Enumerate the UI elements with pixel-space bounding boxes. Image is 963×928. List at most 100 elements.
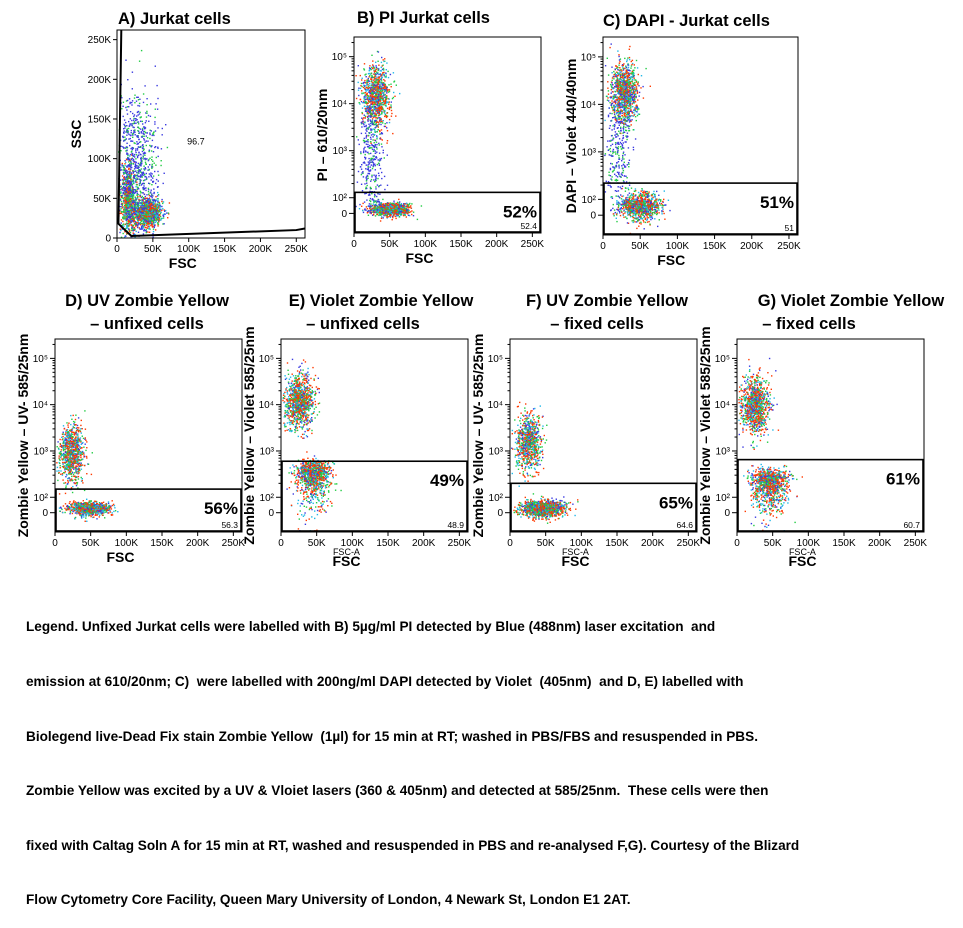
event-dot: [375, 150, 376, 151]
event-dot: [144, 219, 145, 220]
event-dot: [370, 139, 371, 140]
x-tick-label: 50K: [381, 239, 399, 250]
event-dot: [365, 74, 366, 75]
event-dot: [132, 141, 133, 142]
event-dot: [151, 159, 152, 160]
event-dot: [161, 206, 162, 207]
event-dot: [384, 91, 385, 92]
event-dot: [143, 149, 144, 150]
event-dot: [393, 215, 394, 216]
y-tick-label: 0: [105, 234, 111, 245]
event-dot: [125, 139, 126, 140]
event-dot: [150, 103, 151, 104]
event-dot: [140, 183, 141, 184]
event-dot: [384, 189, 385, 190]
event-dot: [152, 140, 153, 141]
event-dot: [143, 156, 144, 157]
event-dot: [137, 156, 138, 157]
event-dot: [366, 164, 367, 165]
gate-value: 96.7: [187, 136, 205, 146]
event-dot: [394, 96, 395, 97]
event-dot: [126, 109, 127, 110]
event-dot: [383, 82, 384, 83]
event-dot: [145, 122, 146, 123]
event-dot: [125, 217, 126, 218]
event-dot: [156, 179, 157, 180]
event-dot: [361, 169, 362, 170]
event-dot: [149, 219, 150, 220]
event-dot: [368, 169, 369, 170]
event-dot: [366, 131, 367, 132]
event-dot: [365, 129, 366, 130]
event-dot: [367, 113, 368, 114]
event-dot: [387, 101, 388, 102]
event-dot: [139, 113, 140, 114]
event-dot: [134, 229, 135, 230]
event-dot: [136, 231, 137, 232]
event-dot: [400, 209, 401, 210]
event-dot: [150, 208, 151, 209]
event-dot: [135, 186, 136, 187]
event-dot: [367, 212, 368, 213]
event-dot: [145, 132, 146, 133]
event-dot: [145, 168, 146, 169]
event-dot: [403, 215, 404, 216]
event-dot: [374, 147, 375, 148]
event-dot: [121, 204, 122, 205]
event-dot: [374, 67, 375, 68]
event-dot: [373, 115, 374, 116]
y-tick-label: 150K: [88, 114, 112, 125]
event-dot: [388, 205, 389, 206]
event-dot: [140, 205, 141, 206]
event-dot: [371, 134, 372, 135]
event-dot: [370, 91, 371, 92]
event-dot: [132, 192, 133, 193]
event-dot: [131, 194, 132, 195]
event-dot: [142, 187, 143, 188]
event-dot: [384, 157, 385, 158]
event-dot: [378, 186, 379, 187]
event-dot: [122, 190, 123, 191]
event-dot: [145, 198, 146, 199]
event-dot: [407, 213, 408, 214]
event-dot: [127, 79, 128, 80]
event-dot: [149, 169, 150, 170]
event-dot: [133, 177, 134, 178]
event-dot: [131, 203, 132, 204]
event-dot: [157, 215, 158, 216]
event-dot: [137, 219, 138, 220]
event-dot: [151, 166, 152, 167]
event-dot: [390, 84, 391, 85]
event-dot: [370, 181, 371, 182]
event-dot: [129, 182, 130, 183]
event-dot: [137, 193, 138, 194]
event-dot: [154, 117, 155, 118]
event-dot: [371, 158, 372, 159]
event-dot: [155, 200, 156, 201]
event-dot: [153, 181, 154, 182]
event-dot: [121, 211, 122, 212]
event-dot: [363, 151, 364, 152]
event-dot: [366, 76, 367, 77]
event-dot: [395, 115, 396, 116]
event-dot: [381, 112, 382, 113]
event-dot: [381, 74, 382, 75]
event-dot: [375, 144, 376, 145]
event-dot: [370, 137, 371, 138]
event-dot: [388, 84, 389, 85]
event-dot: [368, 103, 369, 104]
event-dot: [157, 200, 158, 201]
event-dot: [374, 101, 375, 102]
event-dot: [360, 153, 361, 154]
event-dot: [379, 165, 380, 166]
event-dot: [129, 155, 130, 156]
event-dot: [133, 230, 134, 231]
event-dot: [137, 202, 138, 203]
event-dot: [132, 113, 133, 114]
event-dot: [369, 106, 370, 107]
event-dot: [381, 216, 382, 217]
event-dot: [128, 217, 129, 218]
event-dot: [148, 115, 149, 116]
event-dot: [361, 90, 362, 91]
event-dot: [377, 184, 378, 185]
